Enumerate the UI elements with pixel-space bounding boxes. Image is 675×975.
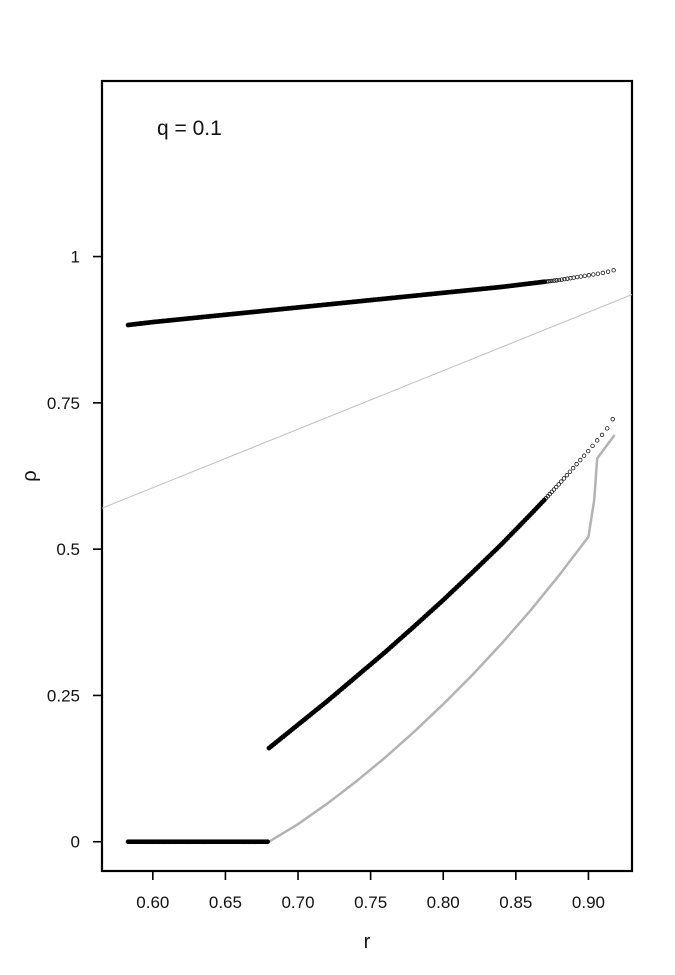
data-point: [552, 278, 557, 283]
data-point: [567, 469, 573, 474]
data-point: [559, 277, 564, 282]
y-tick-label: 0.25: [47, 686, 80, 705]
point-series-0: [125, 268, 616, 328]
data-point: [571, 465, 576, 471]
y-tick-label: 0.5: [56, 540, 80, 559]
data-point: [575, 274, 580, 280]
data-point: [550, 278, 555, 283]
data-point: [578, 457, 583, 463]
y-tick-label: 0.75: [47, 394, 80, 413]
data-point: [600, 270, 606, 276]
x-axis-title: r: [364, 931, 371, 953]
y-axis: 0 0.25 0.5 0.75 1: [47, 248, 102, 852]
data-point: [265, 839, 270, 845]
data-point: [559, 479, 564, 484]
x-tick-label: 0.65: [209, 893, 242, 912]
reference-line: [102, 294, 632, 509]
x-tick-label: 0.80: [427, 893, 460, 912]
x-axis: 0.60 0.65 0.70 0.75 0.80 0.85 0.90: [136, 871, 605, 912]
data-point: [546, 279, 551, 284]
data-point: [605, 269, 611, 274]
data-point: [556, 482, 561, 487]
data-point: [586, 448, 591, 454]
data-point: [578, 274, 584, 279]
x-tick-label: 0.85: [499, 893, 532, 912]
data-point: [595, 271, 601, 276]
data-point: [586, 273, 592, 278]
data-point: [562, 277, 567, 282]
data-point: [581, 453, 587, 458]
x-tick-label: 0.90: [572, 893, 605, 912]
data-point: [582, 273, 587, 279]
gray-curve: [268, 434, 616, 843]
data-point: [599, 432, 605, 438]
data-point: [541, 497, 547, 503]
data-point: [611, 268, 616, 273]
y-axis-title: ρ: [19, 470, 41, 481]
data-point: [565, 276, 570, 281]
x-tick-label: 0.75: [354, 893, 387, 912]
x-tick-label: 0.60: [136, 893, 169, 912]
point-series-1: [125, 839, 270, 845]
data-point: [547, 278, 553, 284]
data-point: [574, 462, 579, 467]
data-point: [564, 473, 570, 478]
data-point: [556, 277, 562, 283]
data-point: [590, 443, 595, 449]
data-point: [605, 426, 610, 431]
y-tick-label: 0: [71, 833, 80, 852]
x-tick-label: 0.70: [281, 893, 314, 912]
data-point: [561, 476, 567, 481]
data-point: [554, 484, 559, 490]
data-point: [551, 487, 557, 492]
data-point: [549, 489, 554, 495]
data-point: [610, 417, 615, 422]
data-point: [591, 272, 596, 277]
plot-frame: [100, 79, 634, 873]
annotation-q: q = 0.1: [157, 117, 222, 140]
y-tick-label: 1: [71, 248, 80, 267]
data-point: [595, 438, 600, 443]
data-point: [554, 278, 559, 283]
point-series-2: [266, 417, 615, 751]
